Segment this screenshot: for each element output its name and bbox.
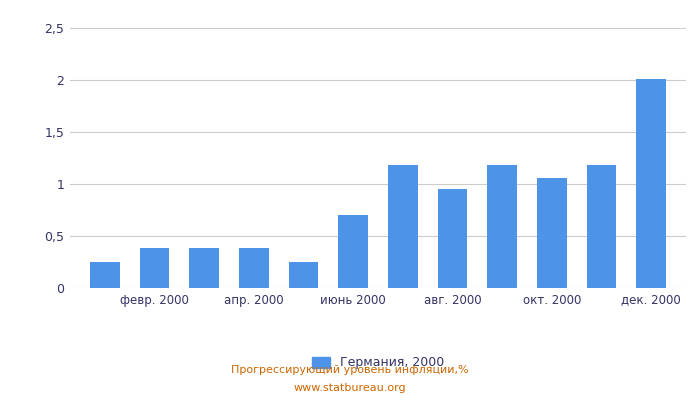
Bar [288, 262, 318, 288]
Legend: Германия, 2000: Германия, 2000 [307, 352, 449, 374]
Text: Прогрессирующий уровень инфляции,%: Прогрессирующий уровень инфляции,% [231, 365, 469, 375]
Text: www.statbureau.org: www.statbureau.org [294, 383, 406, 393]
Bar [587, 165, 617, 288]
Bar [139, 248, 169, 288]
Bar [438, 189, 468, 288]
Bar [537, 178, 567, 288]
Bar [636, 79, 666, 288]
Bar [388, 165, 418, 288]
Bar [239, 248, 269, 288]
Bar [338, 215, 368, 288]
Bar [189, 248, 219, 288]
Bar [90, 262, 120, 288]
Bar [487, 165, 517, 288]
